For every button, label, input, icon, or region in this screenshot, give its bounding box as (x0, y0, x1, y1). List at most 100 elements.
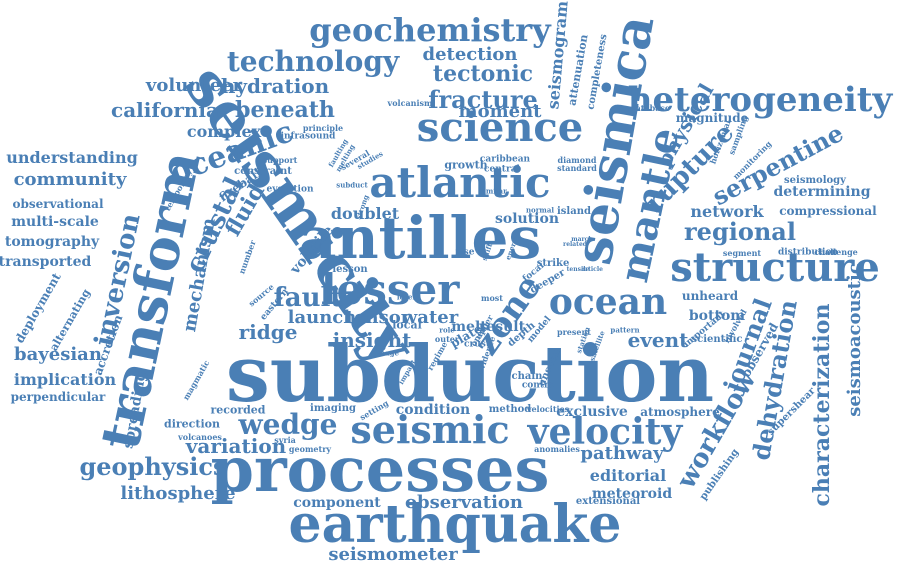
word-syria: syria (274, 435, 296, 445)
word-complex: complex (186, 122, 262, 141)
word-lithosphere: lithosphere (120, 483, 236, 504)
word-community: community (13, 169, 127, 190)
word-infrasound: infrasound (280, 131, 336, 142)
word-volunteer: volunteer (145, 75, 243, 96)
word-tectonic: tectonic (432, 61, 534, 87)
word-support: support (262, 155, 298, 165)
word-pathway: pathway (580, 443, 664, 464)
word-tomography: tomography (4, 234, 100, 250)
word-seismology: seismology (784, 175, 846, 186)
word-challenge: challenge (814, 247, 858, 257)
word-standard: standard (557, 163, 597, 173)
word-determining: determining (773, 184, 871, 200)
word-related: related (563, 241, 587, 248)
word-article: article (581, 266, 603, 273)
word-atmosphere: atmosphere (640, 405, 720, 419)
word-geophysics: geophysics (79, 452, 227, 481)
word-understanding: understanding (6, 148, 138, 167)
word-principle: principle (302, 123, 344, 133)
word-alternating: alternating (47, 286, 93, 354)
word-ridge: ridge (238, 320, 298, 344)
word-implication: implication (13, 370, 117, 389)
word-database: database (629, 103, 671, 113)
word-ocean: ocean (548, 281, 668, 323)
word-geometry: geometry (288, 444, 332, 454)
word-technology: technology (226, 45, 400, 78)
word-most: most (481, 293, 503, 303)
word-antilles: antilles (298, 204, 542, 272)
word-volcanoes: volcanoes (178, 432, 222, 442)
word-insight: insight (332, 328, 412, 352)
word-caribbean: caribbean (479, 154, 531, 165)
word-california: california (111, 98, 219, 122)
word-regional: regional (684, 217, 796, 246)
word-diamond: diamond (557, 155, 597, 165)
word-tensile: tensile (566, 266, 590, 273)
word-extensional: extensional (575, 496, 641, 507)
word-march: march (571, 236, 593, 243)
word-magmatic: magmatic (180, 358, 212, 402)
word-event: event (627, 328, 689, 352)
word-seismoacoustic: seismoacoustic (844, 263, 865, 417)
word-observational: observational (12, 197, 104, 211)
word-bottom: bottom (688, 308, 746, 324)
word-outer: outer (434, 334, 460, 344)
word-subduction: subduction (225, 329, 715, 420)
word-number: number (236, 238, 258, 276)
word-velocity: velocity (527, 411, 683, 453)
word-beneath: beneath (235, 97, 335, 123)
word-tensor: tensor (345, 307, 411, 328)
word-condition: condition (395, 402, 471, 418)
word-bayesian: bayesian (14, 344, 102, 365)
word-observation: observation (404, 492, 524, 513)
word-doublet: doublet (330, 204, 400, 223)
word-chain: chain (511, 371, 543, 382)
word-lesser: lesser (320, 265, 460, 314)
word-result: result (478, 319, 526, 335)
word-transported: transported (0, 254, 92, 270)
word-normal: normal (525, 205, 555, 215)
word-multi-scale: multi-scale (11, 214, 99, 230)
word-heterogeneity: heterogeneity (627, 80, 893, 120)
word-present: present (556, 327, 592, 337)
word-atlantic: atlantic (369, 158, 551, 207)
word-hydration: hydration (220, 74, 330, 98)
word-seismometer: seismometer (328, 544, 458, 565)
word-local: local (392, 318, 422, 332)
word-method: method (488, 404, 532, 415)
word-component: component (293, 495, 381, 511)
word-launch: launch (287, 307, 357, 328)
word-scientific: scientific (691, 334, 743, 345)
word-editorial: editorial (589, 466, 667, 485)
word-fault: fault (273, 283, 343, 313)
word-island: island (557, 206, 591, 217)
word-imaging: imaging (310, 403, 356, 414)
word-wedge: wedge (238, 408, 338, 441)
word-structure: structure (670, 244, 880, 291)
word-detection: detection (422, 44, 518, 65)
word-crust: crust (464, 339, 490, 350)
word-central: central (484, 164, 520, 175)
word-characterization: characterization (809, 303, 835, 507)
word-perpendicular: perpendicular (10, 390, 106, 404)
word-compressional: compressional (779, 204, 877, 218)
word-subduct: subduct (336, 180, 368, 190)
word-variation: variation (185, 434, 287, 458)
word-control: control (521, 380, 559, 391)
word-lesson: lesson (332, 264, 368, 275)
word-unheard: unheard (681, 289, 739, 303)
word-exclusive: exclusive (556, 404, 628, 420)
word-constraint: constraint (234, 166, 292, 177)
word-geochemistry: geochemistry (309, 11, 551, 49)
word-growth: growth (444, 158, 488, 172)
word-science: science (416, 104, 584, 151)
word-earthquake: earthquake (288, 494, 622, 555)
word-image: image (375, 348, 399, 358)
word-attenuation: attenuation (565, 33, 591, 107)
word-network: network (690, 202, 764, 221)
word-anomalies: anomalies (534, 444, 580, 454)
word-evolution: evolution (266, 184, 314, 195)
word-velocities: velocities (526, 404, 570, 414)
word-direction: direction (164, 417, 220, 431)
word-segment: segment (722, 248, 762, 258)
